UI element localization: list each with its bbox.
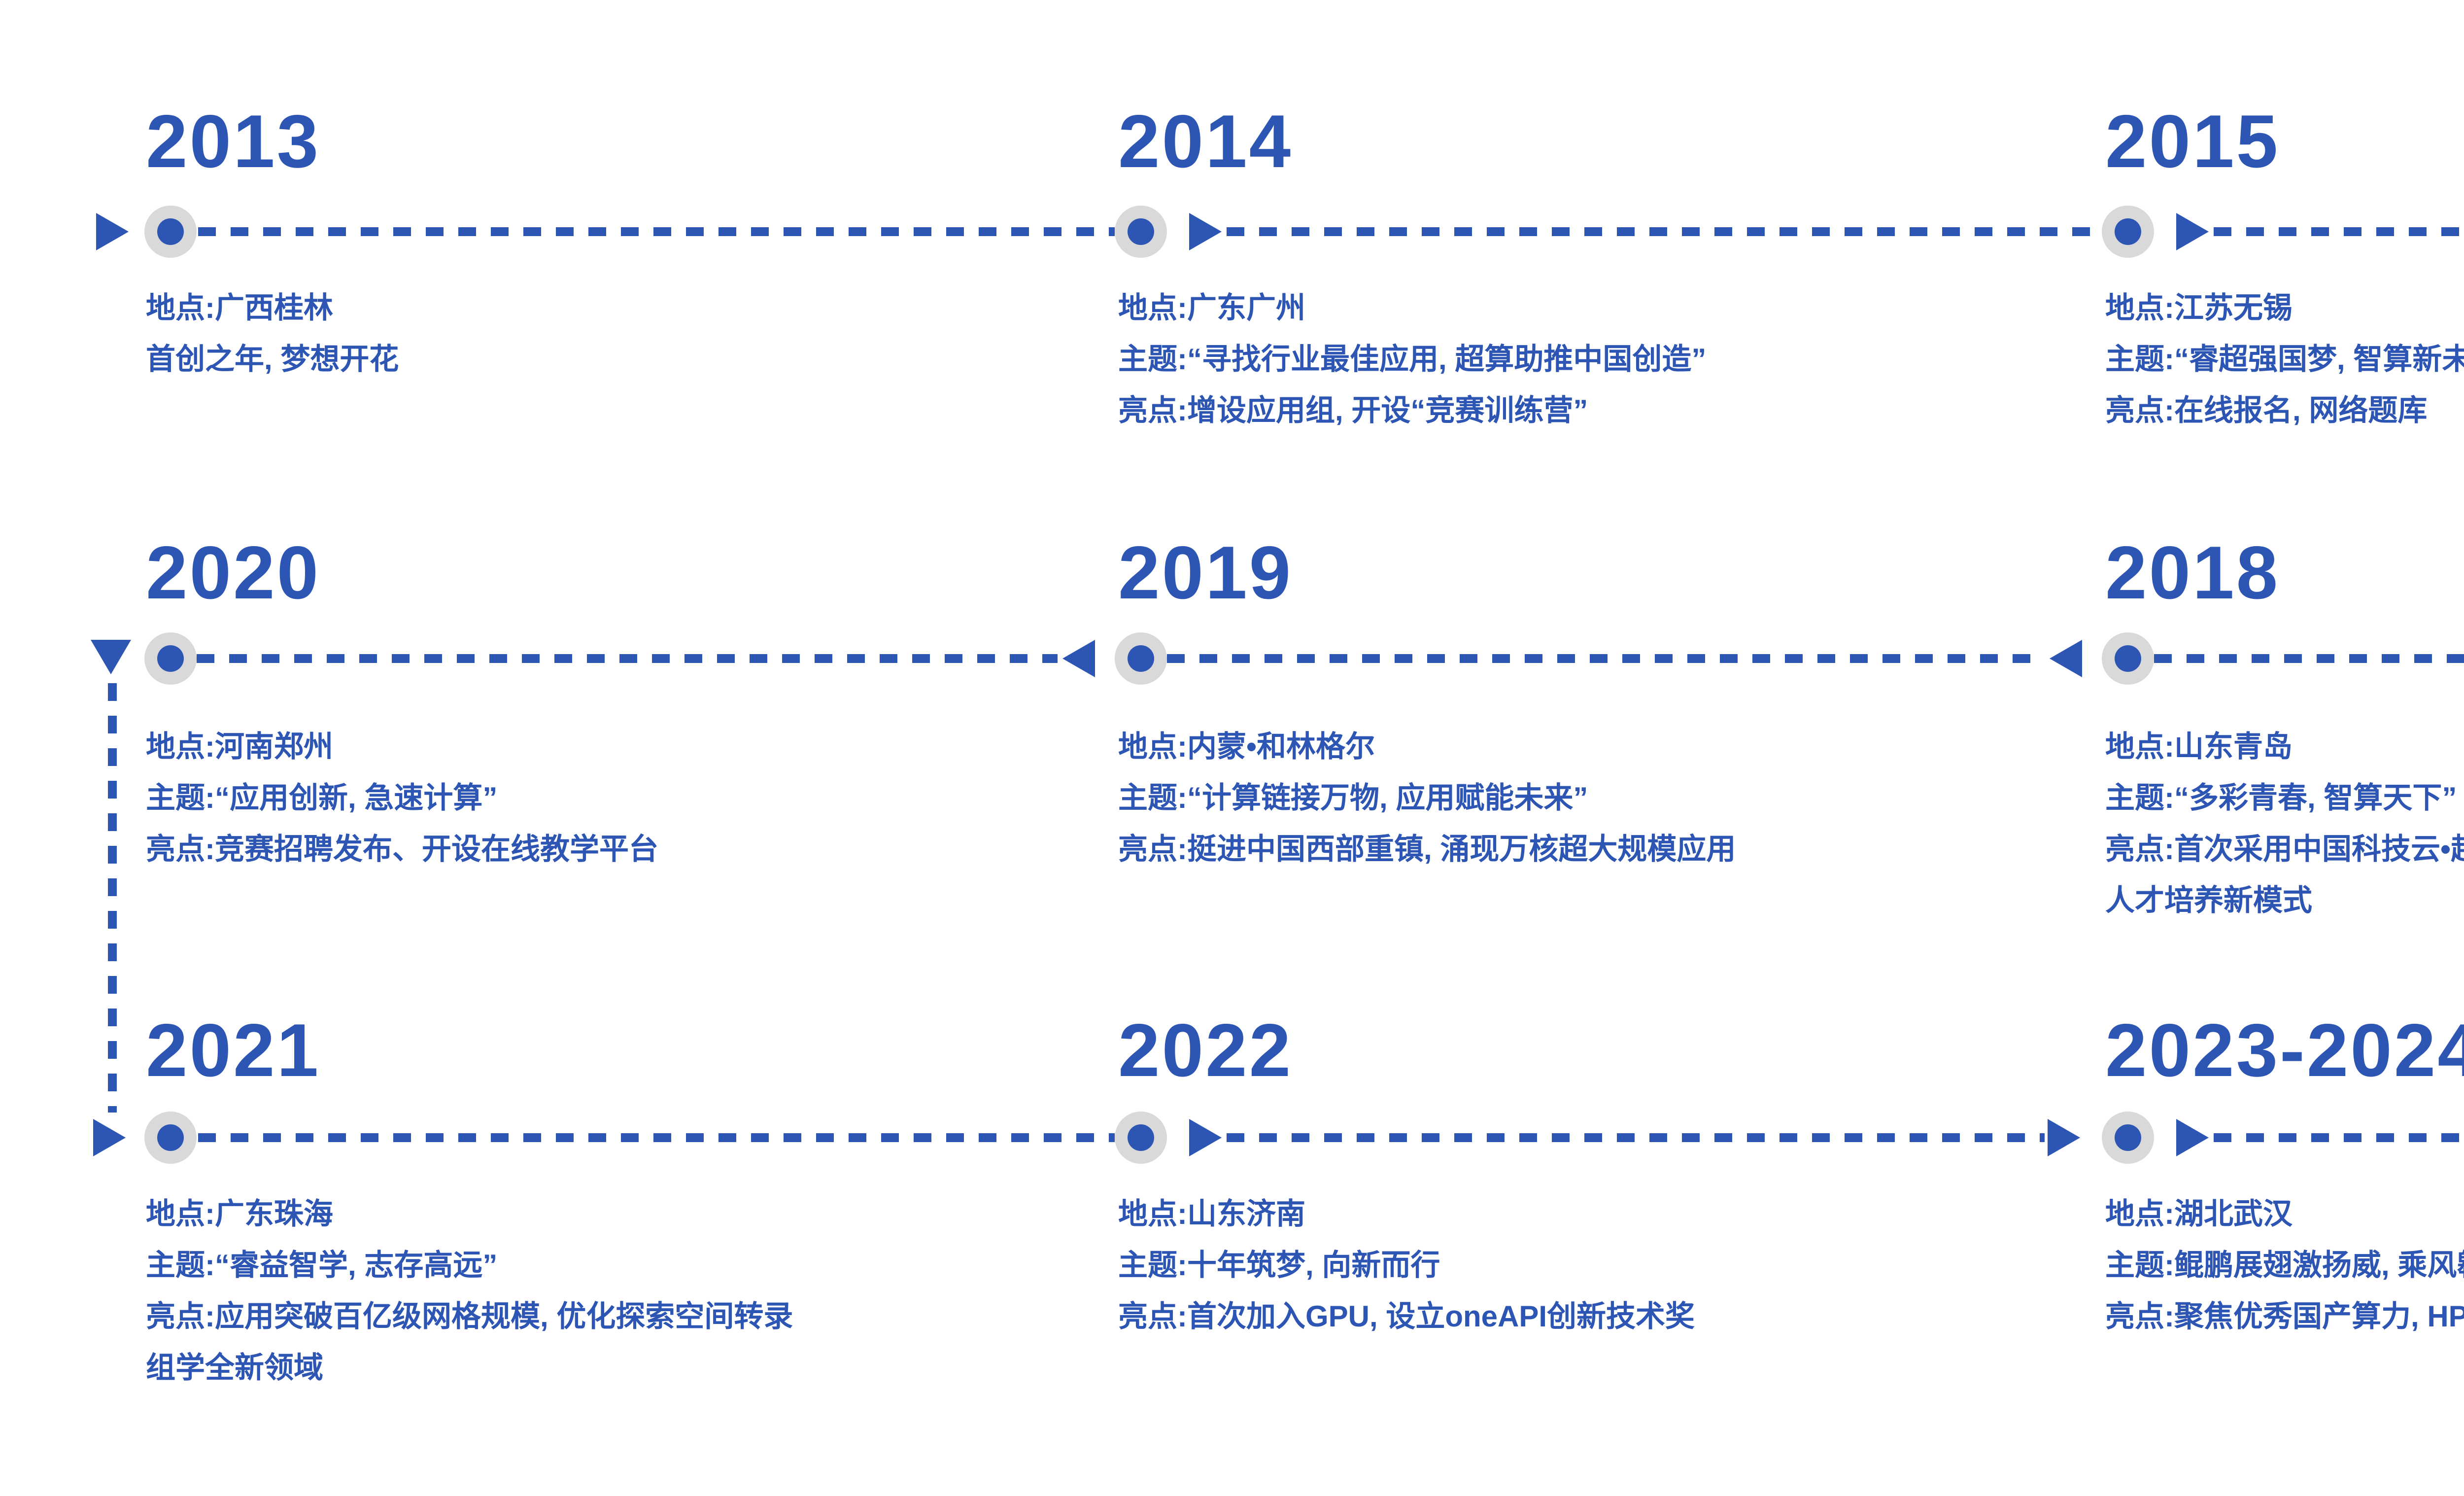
event-location: 地点:山东青岛 [2105,730,2293,763]
event-theme: 主题:“睿超强国梦, 智算新未来” [2105,343,2464,376]
event-theme: 主题:十年筑梦, 向新而行 [1118,1249,1440,1282]
node-dot [1128,218,1154,245]
event-highlight: 亮点:在线报名, 网络题库 [2105,394,2428,427]
event-2021: 2021 地点:广东珠海 主题:“睿益智学, 志存高远” 亮点:应用突破百亿级网… [146,1013,1082,1393]
arrow-right-icon [93,1119,126,1156]
event-year: 2019 [1118,531,1293,615]
event-year: 2021 [146,1009,321,1092]
event-highlight: 亮点:聚焦优秀国产算力, HPC+AI深度融合 [2105,1300,2464,1333]
event-theme: 主题:“计算链接万物, 应用赋能未来” [1118,781,1588,814]
node-dot [1128,1124,1154,1151]
arrow-left-icon [1062,640,1095,677]
event-2019: 2019 地点:内蒙•和林格尔 主题:“计算链接万物, 应用赋能未来” 亮点:挺… [1118,535,2054,875]
event-year: 2022 [1118,1009,1293,1092]
event-2018: 2018 地点:山东青岛 主题:“多彩青春, 智算天下” 亮点:首次采用中国科技… [2105,535,2464,926]
arrow-right-icon [1189,1119,1222,1156]
timeline-node-2014 [1115,206,1167,258]
timeline-node-2019 [1115,632,1167,685]
arrow-right-icon [2176,1119,2209,1156]
node-dot [2115,1124,2141,1151]
timeline-node-2023-2024 [2102,1112,2154,1164]
dashed-connector [1227,1133,2045,1142]
event-2020: 2020 地点:河南郑州 主题:“应用创新, 急速计算” 亮点:竞赛招聘发布、开… [146,535,1082,875]
arrow-down-icon [91,640,131,674]
event-location: 地点:内蒙•和林格尔 [1118,730,1375,763]
event-year: 2014 [1118,100,1293,183]
event-year: 2013 [146,100,321,183]
timeline-node-2015 [2102,206,2154,258]
event-location: 地点:广东珠海 [146,1197,333,1230]
timeline-node-2021 [144,1112,197,1164]
node-dot [1128,645,1154,672]
dashed-connector-vertical [108,683,117,1113]
dashed-connector [198,227,1115,236]
dashed-connector [1227,227,2102,236]
event-theme: 主题:“多彩青春, 智算天下” [2105,781,2457,814]
arrow-right-icon [2048,1119,2080,1156]
event-location: 地点:湖北武汉 [2105,1197,2293,1230]
dashed-connector [1167,654,2045,663]
dashed-connector [197,654,1058,663]
node-dot [157,218,184,245]
event-highlight: 亮点:增设应用组, 开设“竞赛训练营” [1118,394,1588,427]
event-theme: 主题:“应用创新, 急速计算” [146,781,498,814]
event-2023-2024: 2023-2024 地点:湖北武汉 主题:鲲鹏展翅激扬威, 乘风翱翔逐征程 亮点… [2105,1013,2464,1342]
event-highlight: 亮点:竞赛招聘发布、开设在线教学平台 [146,833,658,866]
event-year: 2020 [146,531,321,615]
event-2013: 2013 地点:广西桂林 首创之年, 梦想开花 [146,104,1082,385]
event-2015: 2015 地点:江苏无锡 主题:“睿超强国梦, 智算新未来” 亮点:在线报名, … [2105,104,2464,436]
dashed-connector [2214,227,2464,236]
arrow-right-icon [96,213,129,250]
node-dot [2115,645,2141,672]
timeline-node-2013 [144,206,197,258]
node-dot [157,645,184,672]
event-location: 地点:广东广州 [1118,291,1305,324]
dashed-connector [198,1133,1115,1142]
event-theme: 主题:鲲鹏展翅激扬威, 乘风翱翔逐征程 [2105,1249,2464,1282]
timeline-node-2020 [144,632,197,685]
event-highlight: 亮点:首次采用中国科技云•超算云平台, 开启超算 [2105,833,2464,866]
event-2022: 2022 地点:山东济南 主题:十年筑梦, 向新而行 亮点:首次加入GPU, 设… [1118,1013,2054,1342]
event-location: 地点:江苏无锡 [2105,291,2293,324]
event-year: 2015 [2105,100,2280,183]
dashed-connector [2154,654,2464,663]
arrow-right-icon [2176,213,2209,250]
event-highlight-continued: 组学全新领域 [146,1351,323,1384]
event-highlight: 亮点:应用突破百亿级网格规模, 优化探索空间转录 [146,1300,793,1333]
event-year: 2018 [2105,531,2280,615]
event-highlight: 亮点:挺进中国西部重镇, 涌现万核超大规模应用 [1118,833,1736,866]
timeline-node-2022 [1115,1112,1167,1164]
event-highlight: 亮点:首次加入GPU, 设立oneAPI创新技术奖 [1118,1300,1695,1333]
event-location: 地点:广西桂林 [146,291,333,324]
dashed-connector [2214,1133,2464,1142]
event-location: 地点:山东济南 [1118,1197,1305,1230]
event-location: 地点:河南郑州 [146,730,333,763]
node-dot [2115,218,2141,245]
event-theme: 主题:“寻找行业最佳应用, 超算助推中国创造” [1118,343,1707,376]
arrow-left-icon [2050,640,2082,677]
event-year: 2023-2024 [2105,1009,2464,1092]
event-highlight-continued: 人才培养新模式 [2105,884,2312,917]
event-2014: 2014 地点:广东广州 主题:“寻找行业最佳应用, 超算助推中国创造” 亮点:… [1118,104,2054,436]
event-tagline: 首创之年, 梦想开花 [146,343,399,376]
node-dot [157,1124,184,1151]
event-theme: 主题:“睿益智学, 志存高远” [146,1249,498,1282]
arrow-right-icon [1189,213,1222,250]
timeline-node-2018 [2102,632,2154,685]
